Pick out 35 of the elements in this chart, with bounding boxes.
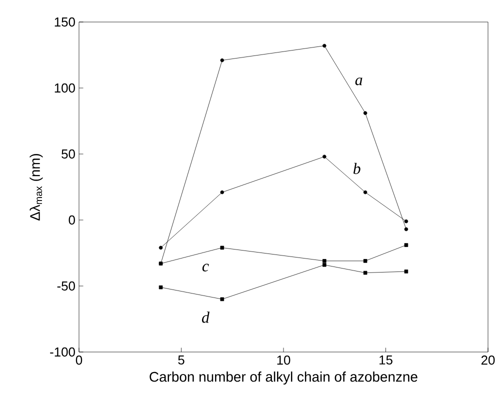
- point: [404, 227, 408, 232]
- point: [322, 259, 326, 263]
- x-tick-label: 15: [380, 356, 392, 365]
- series-label: d: [202, 312, 210, 323]
- y-tick-label: 0: [68, 215, 75, 225]
- point: [220, 58, 224, 62]
- point: [404, 243, 408, 247]
- point: [322, 154, 326, 159]
- point: [363, 190, 368, 194]
- point: [322, 262, 326, 267]
- x-tick-label: 5: [178, 356, 184, 365]
- y-tick-label: 100: [54, 83, 75, 93]
- x-tick-label: 10: [277, 356, 290, 365]
- point: [220, 190, 224, 194]
- point: [404, 219, 408, 224]
- y-tick-label: 150: [54, 17, 75, 27]
- x-tick-label: 0: [76, 356, 82, 365]
- x-axis-title: Carbon number of alkyl chain of azobenzne: [150, 372, 418, 385]
- point: [404, 270, 408, 274]
- y-tick-label: 50: [62, 149, 75, 159]
- series-label: c: [202, 264, 209, 272]
- y-tick-label: -100: [50, 347, 75, 357]
- y-axis-title: Δλ$_{max}$ (nm): [30, 154, 43, 220]
- point: [363, 270, 368, 275]
- point: [220, 297, 224, 302]
- point: [363, 111, 368, 115]
- series-label: a: [355, 78, 362, 86]
- x-tick-label: 20: [481, 356, 495, 365]
- point: [158, 246, 163, 250]
- point: [363, 259, 368, 263]
- point: [220, 246, 224, 250]
- point: [158, 285, 163, 290]
- series-label: b: [353, 162, 360, 174]
- y-tick-label: -50: [57, 281, 75, 291]
- point: [322, 44, 326, 48]
